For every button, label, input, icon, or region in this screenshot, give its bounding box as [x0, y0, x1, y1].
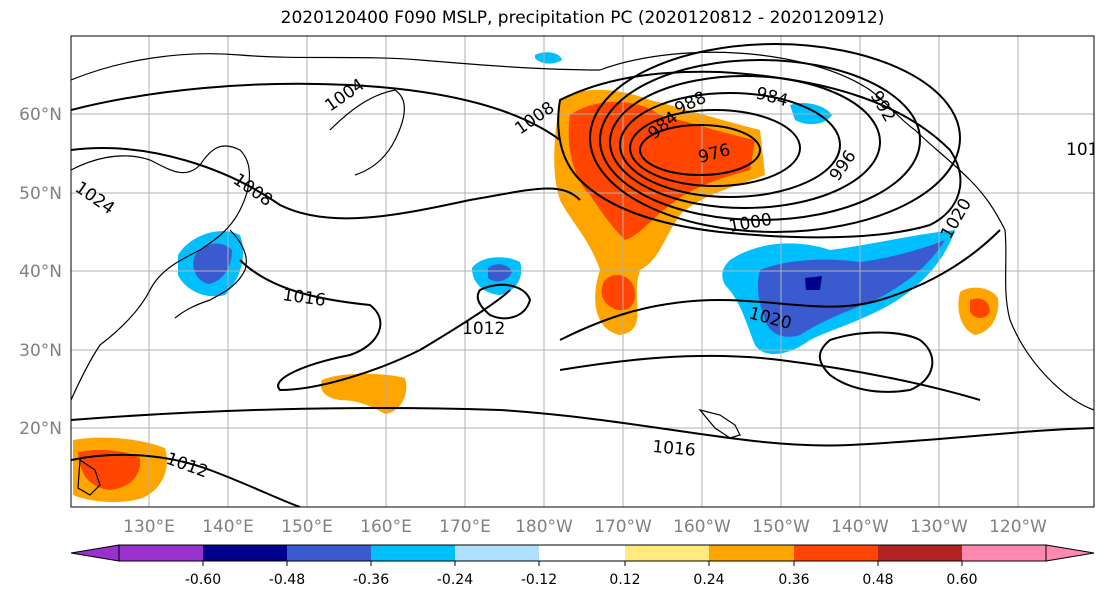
colorbar-tick-label: 0.12: [609, 572, 640, 588]
colorbar-tick-labels: -0.60 -0.48 -0.36 -0.24 -0.12 0.12 0.24 …: [185, 572, 978, 588]
precip-negative-strong: [757, 240, 945, 337]
isobar-1016-south: [71, 407, 1094, 447]
precip-positive-west-core: [78, 450, 141, 490]
isobar-label: 1012: [1066, 140, 1105, 160]
isobar-1016-west: [239, 259, 511, 392]
colorbar-segment: [287, 545, 371, 561]
colorbar-tick-label: -0.24: [437, 572, 473, 588]
isobar-low-984: [619, 92, 841, 198]
isobar-1008: [71, 147, 581, 220]
island-philippines: [77, 458, 101, 496]
lon-label: 130°E: [123, 517, 175, 537]
colorbar-tick-label: -0.36: [353, 572, 389, 588]
lon-label: 160°E: [360, 517, 412, 537]
lat-label: 50°N: [19, 184, 62, 204]
precip-negative-mid-core: [488, 264, 512, 282]
coastline-japan: [174, 229, 247, 319]
colorbar-tick-label: 0.48: [862, 572, 893, 588]
lat-labels: 60°N 50°N 40°N 30°N 20°N: [19, 105, 62, 439]
isobar-1000: [557, 70, 962, 239]
lon-label: 170°E: [439, 517, 491, 537]
lon-label: 150°E: [281, 517, 333, 537]
colorbar-segment: [625, 545, 709, 561]
map-frame: [70, 35, 1095, 508]
graticule: [71, 36, 1094, 507]
precip-positive-subtropical: [320, 373, 407, 414]
lat-label: 30°N: [19, 341, 62, 361]
coastline-asia: [71, 145, 251, 401]
isobar-1004: [71, 82, 561, 141]
colorbar-segment: [203, 545, 287, 561]
colorbar-extend-high: [1045, 544, 1095, 562]
lon-label: 170°W: [594, 517, 652, 537]
colorbar-tick-label: -0.48: [269, 572, 305, 588]
lon-label: 140°E: [202, 517, 254, 537]
colorbar-segment: [878, 545, 962, 561]
colorbar-segment: [539, 545, 625, 561]
isobar-1012-south: [71, 453, 301, 507]
map-title: 2020120400 F090 MSLP, precipitation PC (…: [280, 8, 885, 28]
precipitation-shading: [73, 52, 999, 503]
isobar-1012-mid: [476, 283, 532, 320]
coastline-siberia: [71, 53, 601, 81]
lon-label: 160°W: [673, 517, 731, 537]
island-hawaii: [698, 408, 741, 439]
isobar-label: 1012: [462, 319, 505, 339]
lat-label: 40°N: [19, 262, 62, 282]
lat-label: 20°N: [19, 419, 62, 439]
colorbar-ticks: [202, 561, 963, 566]
colorbar-extend-low: [70, 544, 120, 562]
colorbar-segment: [119, 545, 203, 561]
colorbar-segment: [371, 545, 455, 561]
isobar-1016-east: [559, 354, 981, 401]
colorbar-tick-label: 0.24: [693, 572, 724, 588]
coastline-na-west: [1004, 229, 1094, 411]
isobar-low-992: [599, 59, 921, 221]
colorbar-tick-label: -0.12: [521, 572, 557, 588]
colorbar-tick-label: -0.60: [185, 572, 221, 588]
lon-labels: 130°E 140°E 150°E 160°E 170°E 180°W 170°…: [123, 517, 1047, 537]
colorbar-segment: [455, 545, 539, 561]
lon-label: 120°W: [989, 517, 1047, 537]
colorbar: -0.60 -0.48 -0.36 -0.24 -0.12 0.12 0.24 …: [70, 544, 1095, 588]
isobar-low-980: [629, 109, 801, 187]
isobar-low-988: [609, 75, 881, 209]
lon-label: 180°W: [515, 517, 573, 537]
precip-strong-area-south: [601, 275, 635, 311]
isobar-1020-loop: [818, 331, 934, 393]
colorbar-outline: [118, 544, 1047, 562]
colorbar-segment: [962, 545, 1046, 561]
precip-negative-core: [805, 276, 822, 290]
lon-label: 130°W: [910, 517, 968, 537]
isobars: [71, 43, 1094, 507]
precip-positive-coast-core: [970, 298, 990, 318]
colorbar-segment: [794, 545, 878, 561]
lon-label: 140°W: [831, 517, 889, 537]
coastline-kamchatka: [329, 89, 405, 176]
colorbar-tick-label: 0.36: [778, 572, 809, 588]
lat-label: 60°N: [19, 105, 62, 125]
precip-negative-arctic: [535, 52, 562, 64]
colorbar-segment: [709, 545, 794, 561]
isobar-low-976: [639, 124, 761, 176]
isobar-label: 1016: [652, 437, 697, 461]
lon-label: 150°W: [752, 517, 810, 537]
isobar-1020: [559, 229, 1001, 341]
precip-negative-japan-core: [193, 243, 232, 284]
isobar-low-996: [589, 43, 961, 233]
colorbar-tick-label: 0.60: [946, 572, 977, 588]
